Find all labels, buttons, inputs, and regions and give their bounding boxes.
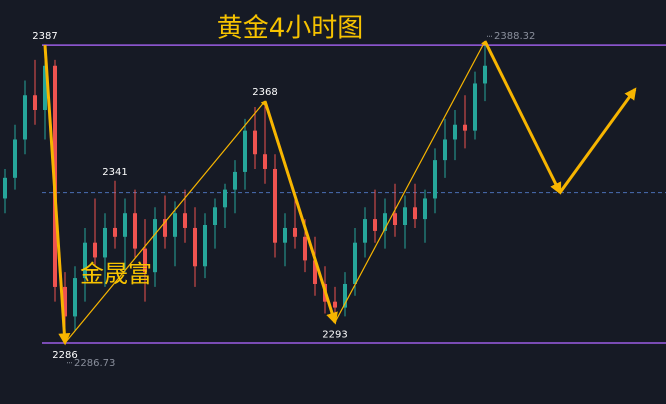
candle-body [383,213,387,231]
candle-body [3,177,7,199]
marker-label: 2388.32 [494,31,535,42]
candle-body [303,236,307,261]
candle-body [333,301,337,308]
candle-body [113,227,117,237]
candle-body [453,124,457,140]
candle-body [43,65,47,110]
candle-body [433,160,437,199]
candle-body [423,198,427,220]
candle-body [63,286,67,317]
candle-body [23,95,27,140]
candle-body [103,227,107,258]
candle-body [403,207,407,226]
candle-body [123,213,127,237]
candle-body [33,95,37,110]
candle-body [313,260,317,284]
projection-arrow [64,100,266,344]
candle-body [253,130,257,155]
candle-body [283,227,287,243]
price-label: 2387 [32,31,57,42]
candle-body [183,213,187,228]
candle-body [243,130,247,172]
candle-body [83,242,87,279]
candle-body [13,139,17,178]
candle-body [163,219,167,237]
candle-body [213,207,217,226]
projection-arrow [558,87,637,194]
candle-body [133,213,137,249]
candle-body [473,83,477,131]
price-label: 2286 [52,350,77,361]
candle-body [193,227,197,267]
chart-title: 黄金4小时图 [217,14,364,44]
candle-body [483,65,487,84]
projection-arrow [334,40,486,323]
candle-body [373,219,377,231]
price-label: 2293 [322,329,347,340]
candle-body [173,213,177,237]
candle-body [233,171,237,190]
candle-body [93,242,97,258]
candle-body [363,219,367,243]
projection-arrow [483,40,562,195]
marker-label: 2286.73 [74,358,115,369]
candle-body [463,124,467,131]
price-label: 2368 [252,87,277,98]
candle-body [143,248,147,273]
projection-arrow [43,45,71,346]
candle-body [393,213,397,226]
candle-body [153,219,157,273]
candle-body [413,207,417,220]
candle-body [293,227,297,237]
candle-body [73,278,77,317]
price-label: 2341 [102,167,127,178]
candle-body [343,283,347,308]
candle-body [223,189,227,208]
candle-body [443,139,447,161]
watermark: 金晟富 [80,260,152,288]
candle-body [353,242,357,284]
candle-body [273,168,277,243]
candle-body [263,154,267,169]
candle-body [203,225,207,267]
projection-arrow [263,100,338,325]
